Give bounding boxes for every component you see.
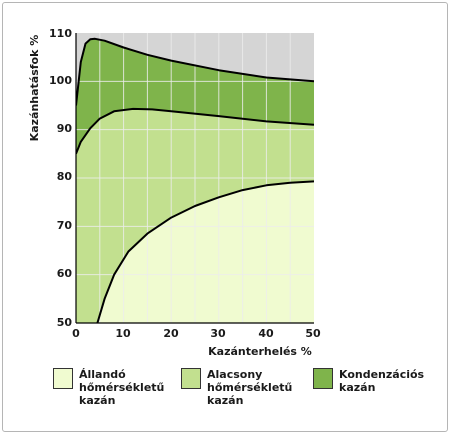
legend-swatch-kondenzacios (313, 368, 333, 389)
x-tick-label: 40 (258, 327, 274, 340)
series-line-2 (96, 180, 314, 323)
series-line-0 (76, 37, 314, 106)
x-tick-label: 10 (115, 327, 131, 340)
x-tick-label: 30 (210, 327, 226, 340)
legend-swatch-allando (53, 368, 73, 389)
y-tick-label: 100 (49, 74, 72, 87)
series-area-2 (97, 181, 314, 323)
legend-label-kondenzacios: Kondenzációs kazán (339, 368, 425, 394)
y-tick-label: 90 (56, 122, 72, 135)
y-tick-label: 60 (56, 267, 72, 280)
y-tick-label: 110 (49, 27, 72, 40)
legend-label-allando: Állandó hőmérsékletű kazán (79, 368, 165, 407)
legend-label-alacsony: Alacsony hőmérsékletű kazán (207, 368, 293, 407)
x-tick-label: 20 (163, 327, 179, 340)
x-tick-label: 50 (305, 327, 321, 340)
y-tick-label: 70 (56, 219, 72, 232)
y-axis-label: Kazánhatásfok % (28, 34, 41, 142)
y-tick-label: 50 (56, 316, 72, 329)
series-line-1 (76, 107, 314, 155)
legend-swatch-alacsony (181, 368, 201, 389)
y-tick-label: 80 (56, 170, 72, 183)
x-axis-label: Kazánterhelés % (208, 345, 312, 358)
x-tick-label: 0 (72, 327, 80, 340)
